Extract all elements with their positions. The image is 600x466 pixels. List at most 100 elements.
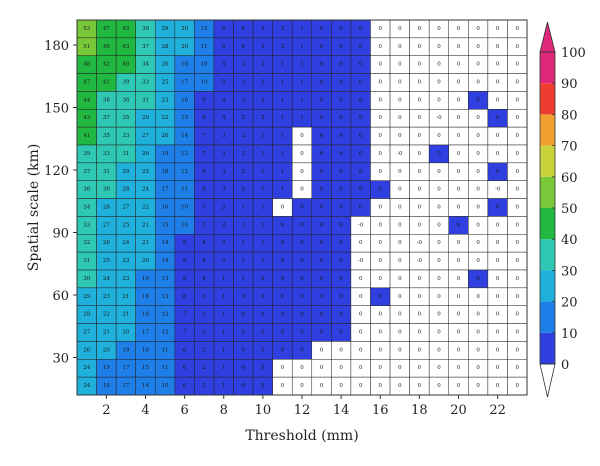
cell-value-label: 3	[242, 80, 246, 86]
cell-value-label: 0	[242, 312, 246, 318]
cell-value-label: 1	[261, 258, 265, 264]
cell-value-label: 0	[515, 133, 519, 139]
cell-value-label: 0	[300, 383, 304, 389]
cell-value-label: 0	[339, 62, 343, 68]
cell-value-label: 0	[320, 365, 324, 371]
cell-value-label: 3	[202, 330, 206, 336]
cell-value-label: 0	[515, 258, 519, 264]
cell-value-label: 0	[437, 258, 441, 264]
cell-value-label: 7	[202, 151, 206, 157]
cell-value-label: 25	[162, 80, 169, 86]
cell-value-label: 0	[515, 383, 519, 389]
cell-value-label: 2	[222, 240, 226, 246]
cell-value-label: 0	[496, 26, 500, 32]
cell-value-label: 0	[320, 383, 324, 389]
cell-value-label: 0	[476, 80, 480, 86]
cell-value-label: 0	[515, 330, 519, 336]
cell-value-label: 0	[515, 115, 519, 121]
cell-value-label: 0	[496, 258, 500, 264]
cell-value-label: 35	[103, 133, 110, 139]
cell-value-label: 0	[359, 133, 363, 139]
cell-value-label: 0	[398, 62, 402, 68]
cell-value-label: 0	[457, 294, 461, 300]
cell-value-label: 31	[142, 97, 149, 103]
cell-value-label: 0	[320, 187, 324, 193]
cell-value-label: 0	[457, 187, 461, 193]
cell-value-label: 20	[142, 258, 149, 264]
cell-value-label: 0	[379, 187, 383, 193]
x-axis: 2 4 6 8 10 12 14 16 18 20 22	[102, 395, 506, 418]
cell-value-label: 0	[379, 205, 383, 211]
cell-value-label: 0	[515, 44, 519, 50]
colorbar-tick-label: 70	[561, 140, 578, 155]
cell-value-label: 14	[181, 133, 188, 139]
cell-value-label: 0	[339, 294, 343, 300]
cell-value-label: 5	[222, 62, 226, 68]
cell-value-label: 0	[339, 115, 343, 121]
cell-value-label: 0	[379, 312, 383, 318]
cell-value-label: 0	[379, 97, 383, 103]
cell-value-label: 0	[359, 347, 363, 353]
cell-value-label: 24	[142, 187, 149, 193]
cell-value-label: 13	[162, 294, 169, 300]
x-tick-label: 2	[102, 403, 110, 418]
cell-value-label: 0	[515, 347, 519, 353]
cell-value-label: 0	[379, 347, 383, 353]
cell-value-label: 0	[398, 258, 402, 264]
cell-value-label: 11	[181, 187, 188, 193]
cell-value-label: 4	[242, 44, 246, 50]
cell-value-label: 39	[142, 26, 149, 32]
cell-value-label: 0	[418, 330, 422, 336]
cell-value-label: 7	[202, 133, 206, 139]
cell-value-label: 2	[242, 133, 246, 139]
cell-value-label: 22	[162, 115, 169, 121]
cell-value-label: 0	[418, 365, 422, 371]
cell-value-label: 0	[300, 312, 304, 318]
cell-value-label: 0	[457, 44, 461, 50]
cell-value-label: 0	[398, 115, 402, 121]
cell-value-label: 0	[496, 97, 500, 103]
cell-value-label: 0	[437, 347, 441, 353]
cell-value-label: 18	[162, 169, 169, 175]
cell-value-label: 11	[162, 365, 169, 371]
cell-value-label: 0	[300, 187, 304, 193]
y-tick-label: 90	[52, 227, 69, 242]
cell-value-label: 0	[515, 151, 519, 157]
cell-value-label: 0	[457, 97, 461, 103]
cell-value-label: 29	[83, 294, 90, 300]
cell-value-label: 0	[515, 97, 519, 103]
cell-value-label: 1	[261, 169, 265, 175]
cell-value-label: 7	[183, 312, 187, 318]
cell-value-label: -0	[397, 151, 403, 157]
cell-value-label: 0	[261, 330, 265, 336]
cell-value-label: 21	[142, 222, 149, 228]
cell-value-label: 0	[418, 26, 422, 32]
cell-value-label: 2	[281, 44, 285, 50]
cell-value-label: 31	[83, 258, 90, 264]
cell-value-label: 0	[359, 276, 363, 282]
cell-value-label: 46	[103, 44, 110, 50]
x-axis-label: Threshold (mm)	[245, 428, 358, 444]
colorbar-bin	[540, 301, 555, 333]
cell-value-label: 0	[496, 222, 500, 228]
colorbar-tick-label: 90	[561, 77, 578, 92]
cell-value-label: 0	[437, 312, 441, 318]
cell-value-label: 0	[398, 205, 402, 211]
cell-value-label: 0	[476, 294, 480, 300]
cell-value-label: 0	[320, 62, 324, 68]
cell-value-label: 0	[496, 133, 500, 139]
cell-value-label: 0	[437, 26, 441, 32]
cell-value-label: 15	[142, 365, 149, 371]
colorbar-min-extension	[539, 363, 556, 398]
cell-value-label: 0	[496, 330, 500, 336]
cell-value-label: 0	[300, 276, 304, 282]
cell-value-label: 10	[162, 383, 169, 389]
cell-value-label: 19	[103, 365, 110, 371]
cell-value-label: 29	[142, 115, 149, 121]
cell-value-label: 37	[142, 44, 149, 50]
cell-value-label: 0	[339, 258, 343, 264]
cell-value-label: 0	[457, 26, 461, 32]
cell-value-label: 0	[515, 26, 519, 32]
cell-value-label: 0	[457, 205, 461, 211]
cell-value-label: 0	[457, 115, 461, 121]
